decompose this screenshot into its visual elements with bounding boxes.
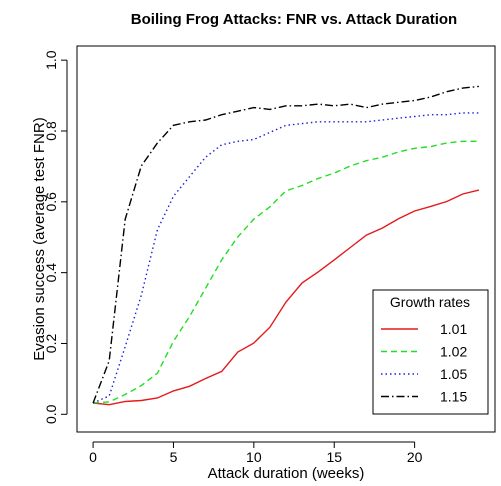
x-tick-label: 20	[407, 449, 423, 465]
legend-label-4: 1.15	[440, 389, 467, 405]
y-tick-label: 0.4	[43, 263, 59, 283]
x-tick-label: 10	[246, 449, 262, 465]
y-tick-label: 0.0	[43, 404, 59, 424]
y-tick-label: 0.6	[43, 192, 59, 212]
x-tick-label: 15	[326, 449, 342, 465]
series-line-2	[93, 140, 479, 404]
series-line-3	[92, 112, 479, 404]
series-layer	[92, 85, 480, 406]
chart-title: Boiling Frog Attacks: FNR vs. Attack Dur…	[131, 11, 457, 28]
y-tick-label: 1.0	[43, 50, 59, 70]
x-tick-label: 0	[89, 449, 97, 465]
x-axis: 0 5 10 15 20	[89, 441, 423, 465]
legend-label-2: 1.02	[440, 344, 467, 360]
y-axis-label: Evasion success (average test FNR)	[31, 117, 48, 360]
plot-frame	[76, 45, 496, 433]
x-tick-label: 5	[170, 449, 178, 465]
legend: Growth rates 1.01 1.02 1.05 1.15	[372, 289, 489, 415]
y-tick-label: 0.8	[43, 121, 59, 141]
series-line-1	[93, 189, 480, 406]
legend-label-1: 1.01	[440, 321, 467, 337]
series-line-4	[92, 85, 479, 404]
legend-title: Growth rates	[390, 294, 470, 310]
legend-label-3: 1.05	[440, 366, 467, 382]
y-tick-label: 0.2	[43, 334, 59, 354]
x-axis-label: Attack duration (weeks)	[208, 465, 365, 482]
y-axis: 0.0 0.2 0.4 0.6 0.8 1.0	[43, 50, 68, 424]
